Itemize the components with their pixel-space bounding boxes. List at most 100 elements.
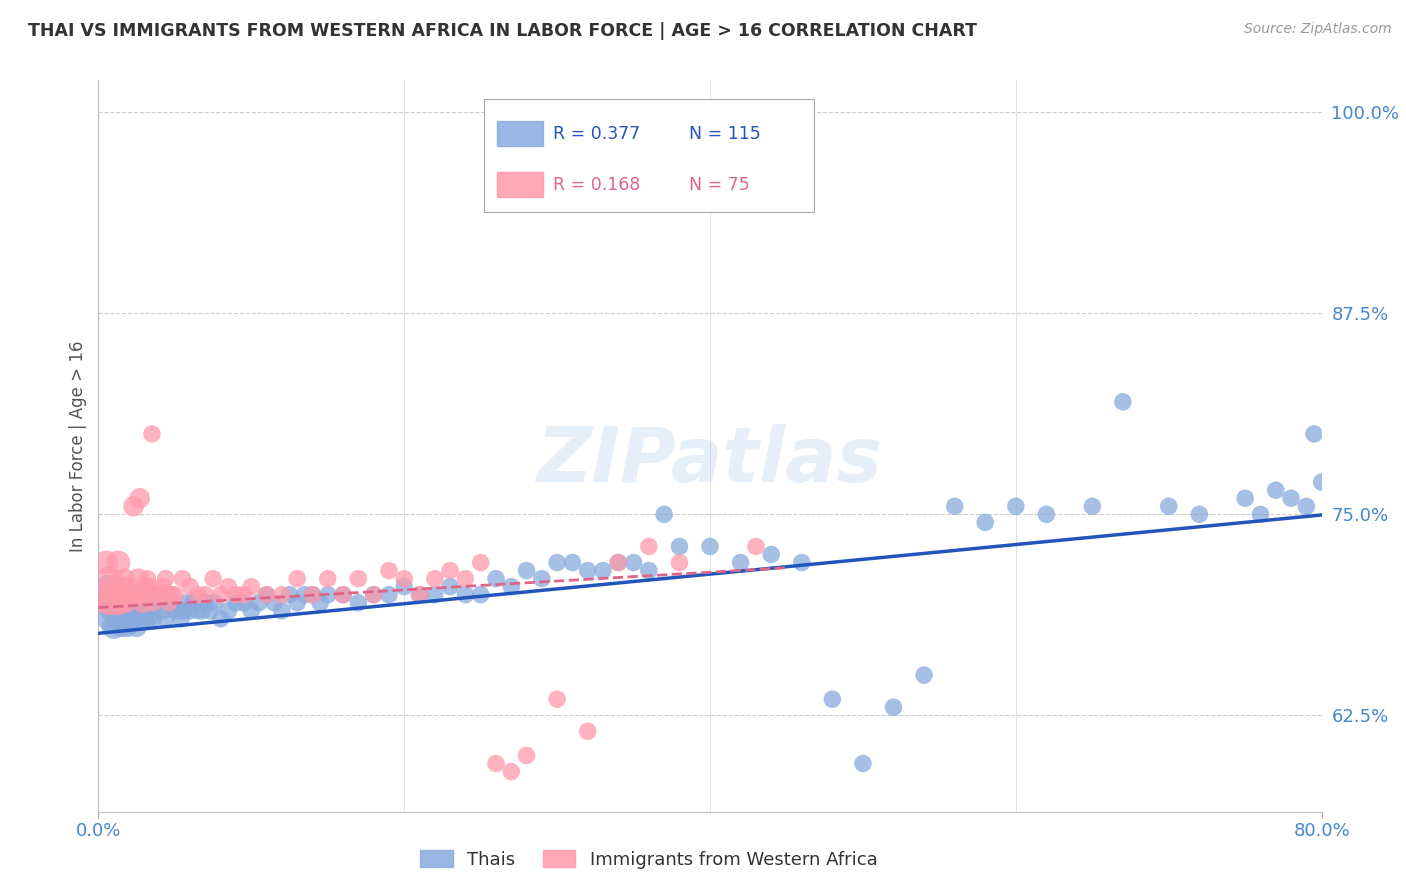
Point — [139, 596, 162, 610]
Point — [145, 588, 167, 602]
Point — [1310, 475, 1333, 490]
Point — [155, 572, 177, 586]
Point — [194, 588, 217, 602]
Point — [142, 596, 165, 610]
Point — [173, 604, 195, 618]
Text: THAI VS IMMIGRANTS FROM WESTERN AFRICA IN LABOR FORCE | AGE > 16 CORRELATION CHA: THAI VS IMMIGRANTS FROM WESTERN AFRICA I… — [28, 22, 977, 40]
Text: ZIPatlas: ZIPatlas — [537, 424, 883, 498]
Point — [187, 604, 209, 618]
Point — [285, 596, 308, 610]
Point — [101, 588, 124, 602]
Point — [209, 588, 232, 602]
Point — [163, 604, 186, 618]
Point — [118, 596, 141, 610]
Point — [129, 596, 152, 610]
Point — [152, 604, 174, 618]
Point — [105, 588, 128, 602]
Point — [821, 692, 844, 706]
Point — [94, 596, 117, 610]
Point — [392, 580, 416, 594]
Point — [699, 540, 721, 554]
Point — [108, 596, 131, 610]
Point — [225, 596, 247, 610]
Point — [470, 588, 492, 602]
Point — [637, 540, 661, 554]
Point — [142, 612, 165, 626]
Point — [160, 596, 183, 610]
Point — [730, 556, 752, 570]
Point — [122, 500, 145, 514]
Point — [107, 556, 129, 570]
Point — [179, 580, 201, 594]
Point — [115, 596, 138, 610]
Point — [623, 556, 645, 570]
Point — [454, 588, 477, 602]
Point — [912, 668, 935, 682]
Point — [136, 572, 159, 586]
Point — [117, 588, 139, 602]
Point — [194, 596, 217, 610]
Point — [172, 572, 194, 586]
Point — [103, 588, 125, 602]
Point — [93, 588, 115, 602]
Point — [1249, 508, 1271, 522]
Point — [112, 572, 135, 586]
Point — [124, 596, 146, 610]
Point — [652, 508, 675, 522]
Point — [378, 588, 401, 602]
Point — [103, 588, 125, 602]
Point — [347, 596, 370, 610]
Point — [270, 604, 292, 618]
Point — [1157, 500, 1180, 514]
Point — [217, 604, 239, 618]
Point — [103, 580, 125, 594]
Point — [100, 596, 122, 610]
Point — [134, 612, 156, 626]
Point — [1112, 394, 1135, 409]
Point — [198, 604, 221, 618]
Point — [101, 604, 124, 618]
Point — [363, 588, 385, 602]
Point — [163, 588, 186, 602]
Point — [470, 556, 492, 570]
Point — [225, 588, 247, 602]
Point — [209, 612, 232, 626]
Point — [294, 588, 316, 602]
Point — [121, 604, 143, 618]
Y-axis label: In Labor Force | Age > 16: In Labor Force | Age > 16 — [69, 340, 87, 552]
Point — [98, 612, 121, 626]
Point — [104, 596, 127, 610]
Point — [301, 588, 323, 602]
Point — [637, 564, 661, 578]
Point — [138, 612, 160, 626]
Point — [1234, 491, 1257, 506]
Point — [124, 588, 146, 602]
Point — [104, 604, 127, 618]
Point — [278, 588, 301, 602]
Point — [204, 596, 226, 610]
Point — [141, 604, 163, 618]
Point — [516, 748, 538, 763]
Point — [167, 604, 190, 618]
Point — [132, 596, 155, 610]
Point — [110, 588, 132, 602]
Point — [110, 604, 132, 618]
Point — [149, 596, 172, 610]
Point — [256, 588, 278, 602]
Point — [668, 540, 690, 554]
Point — [155, 612, 177, 626]
Point — [759, 548, 782, 562]
Point — [139, 580, 162, 594]
Point — [607, 556, 630, 570]
Point — [111, 596, 134, 610]
Point — [423, 572, 446, 586]
Legend: Thais, Immigrants from Western Africa: Thais, Immigrants from Western Africa — [413, 843, 884, 876]
Point — [152, 580, 174, 594]
Point — [127, 572, 149, 586]
Point — [128, 612, 150, 626]
Point — [332, 588, 354, 602]
Point — [546, 556, 568, 570]
Point — [1081, 500, 1104, 514]
Point — [607, 556, 630, 570]
Point — [125, 604, 148, 618]
